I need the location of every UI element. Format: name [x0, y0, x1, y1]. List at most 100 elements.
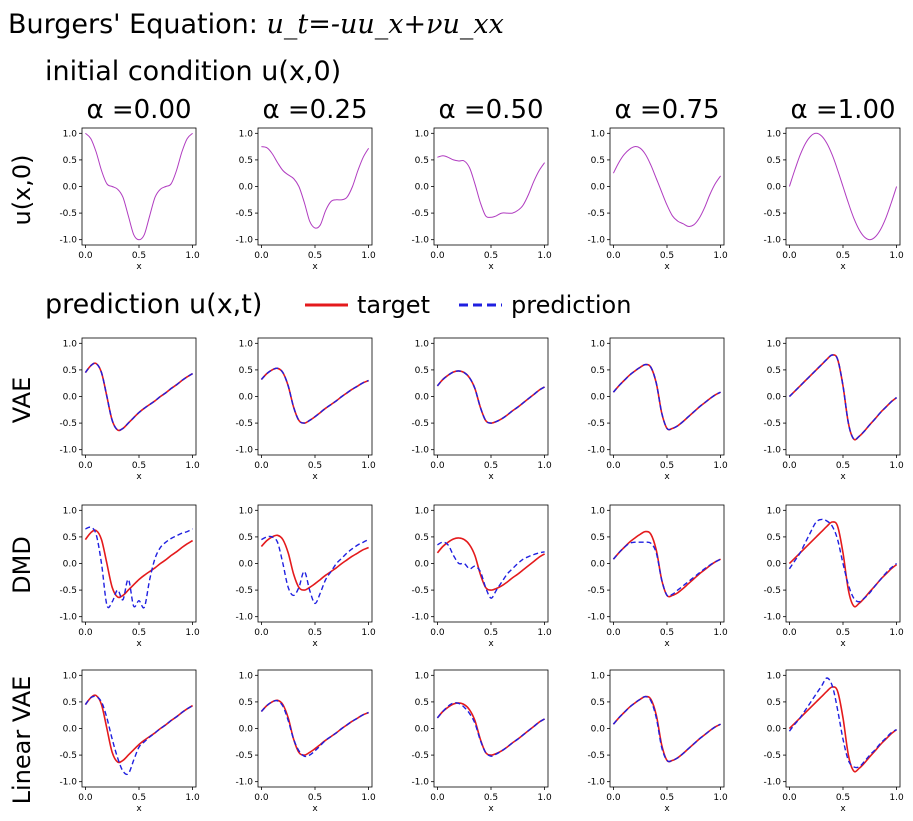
- initial-condition-line: [85, 132, 193, 241]
- y-tick-label: -1.0: [411, 446, 429, 456]
- y-tick-label: 1.0: [415, 671, 430, 681]
- y-tick-label: 0.5: [767, 698, 781, 708]
- panel-frame: [433, 669, 549, 788]
- panel-r2-c1: 1.00.50.0-0.5-1.00.0 0.5 1.0x: [235, 504, 376, 649]
- x-tick-label: 0.0: [430, 793, 445, 803]
- y-tick-label: 0.5: [63, 366, 77, 376]
- panel-frame: [81, 337, 197, 456]
- x-tick-label: 1.0: [361, 461, 376, 471]
- panel-r0-c3: 1.00.50.0-0.5-1.00.0 0.5 1.0x: [587, 127, 728, 272]
- y-tick-label: 0.0: [239, 560, 254, 570]
- y-tick-label: -0.5: [587, 586, 605, 596]
- y-tick-label: -0.5: [763, 209, 781, 219]
- prediction-line: [612, 695, 721, 763]
- x-tick-label: 0.0: [254, 251, 269, 261]
- panel-r0-c2: 1.00.50.0-0.5-1.00.0 0.5 1.0x: [411, 127, 552, 272]
- panel-frame: [785, 337, 901, 456]
- y-tick-label: -1.0: [587, 236, 605, 246]
- panel-frame: [81, 127, 197, 246]
- x-tick-label: 0.0: [430, 628, 445, 638]
- y-tick-label: 0.0: [767, 725, 782, 735]
- y-tick-label: 0.0: [591, 560, 606, 570]
- y-tick-label: -0.5: [411, 209, 429, 219]
- prediction-line: [788, 677, 897, 769]
- y-tick-label: -1.0: [763, 613, 781, 623]
- x-tick-label: 1.0: [361, 628, 376, 638]
- y-tick-label: 0.5: [415, 698, 429, 708]
- panel-grid: 1.00.50.0-0.5-1.00.0 0.5 1.0x1.00.50.0-0.5…: [59, 127, 904, 814]
- y-tick-label: -1.0: [235, 446, 253, 456]
- y-tick-label: 1.0: [415, 129, 430, 139]
- y-tick-label: 1.0: [239, 129, 254, 139]
- x-tick-label: 0.5: [132, 628, 146, 638]
- y-tick-label: 0.5: [63, 533, 77, 543]
- panel-r1-c4: 1.00.50.0-0.5-1.00.0 0.5 1.0x: [763, 337, 904, 482]
- x-tick-label: 1.0: [537, 793, 552, 803]
- y-tick-label: -0.5: [59, 586, 77, 596]
- figure-title: Burgers' Equation: u_t=-uu_x+νu_xx: [8, 9, 504, 40]
- panel-frame: [81, 669, 197, 788]
- x-tick-label: 0.5: [660, 251, 674, 261]
- x-tick-label: 0.0: [606, 793, 621, 803]
- y-tick-label: 0.0: [415, 183, 430, 193]
- y-tick-label: -1.0: [59, 778, 77, 788]
- initial-condition-line: [261, 146, 370, 229]
- y-tick-label: -0.5: [59, 209, 77, 219]
- y-tick-label: 0.0: [767, 183, 782, 193]
- panel-r0-c1: 1.00.50.0-0.5-1.00.0 0.5 1.0x: [235, 127, 376, 272]
- y-tick-label: -1.0: [235, 778, 253, 788]
- y-tick-label: -0.5: [235, 586, 253, 596]
- x-axis-label: x: [664, 804, 670, 814]
- panel-frame: [433, 504, 549, 623]
- x-tick-label: 1.0: [361, 793, 376, 803]
- x-axis-label: x: [488, 804, 494, 814]
- panel-r3-c3: 1.00.50.0-0.5-1.00.0 0.5 1.0x: [587, 669, 728, 814]
- initial-condition-line: [437, 155, 546, 218]
- y-tick-label: 0.0: [63, 393, 78, 403]
- y-tick-label: -1.0: [411, 613, 429, 623]
- y-tick-label: 0.5: [239, 698, 253, 708]
- y-tick-label: 1.0: [767, 129, 782, 139]
- x-tick-label: 1.0: [713, 461, 728, 471]
- legend: target prediction: [305, 291, 631, 319]
- y-tick-label: 1.0: [767, 339, 782, 349]
- x-axis-label: x: [488, 472, 494, 482]
- prediction-line: [84, 362, 193, 432]
- y-tick-label: -0.5: [587, 419, 605, 429]
- y-tick-label: 1.0: [591, 339, 606, 349]
- x-tick-label: 0.5: [484, 628, 498, 638]
- x-tick-label: 0.5: [836, 628, 850, 638]
- x-tick-label: 1.0: [713, 628, 728, 638]
- initial-condition-line: [788, 132, 898, 241]
- x-axis-label: x: [312, 639, 318, 649]
- y-tick-label: 1.0: [591, 129, 606, 139]
- y-tick-label: 0.5: [591, 156, 605, 166]
- panel-frame: [433, 127, 549, 246]
- y-tick-label: 0.0: [239, 183, 254, 193]
- y-tick-label: -1.0: [235, 613, 253, 623]
- panel-frame: [81, 504, 197, 623]
- x-tick-label: 0.0: [430, 461, 445, 471]
- x-axis-label: x: [488, 262, 494, 272]
- x-tick-label: 0.0: [782, 628, 797, 638]
- y-tick-label: 0.0: [415, 560, 430, 570]
- x-tick-label: 1.0: [185, 461, 200, 471]
- y-tick-label: 1.0: [239, 506, 254, 516]
- x-axis-label: x: [664, 639, 670, 649]
- x-tick-label: 0.5: [836, 251, 850, 261]
- x-tick-label: 0.5: [836, 793, 850, 803]
- target-line: [436, 702, 546, 756]
- x-axis-label: x: [136, 262, 142, 272]
- y-tick-label: 0.0: [239, 393, 254, 403]
- x-tick-label: 0.5: [308, 251, 322, 261]
- x-tick-label: 0.0: [430, 251, 445, 261]
- title-prefix: Burgers' Equation:: [8, 9, 266, 40]
- y-tick-label: -1.0: [587, 446, 605, 456]
- y-tick-label: 0.0: [63, 725, 78, 735]
- y-tick-label: -0.5: [411, 751, 429, 761]
- panel-frame: [609, 337, 725, 456]
- x-axis-label: x: [664, 262, 670, 272]
- y-tick-label: 0.0: [767, 393, 782, 403]
- x-axis-label: x: [840, 262, 846, 272]
- y-tick-label: 1.0: [239, 339, 254, 349]
